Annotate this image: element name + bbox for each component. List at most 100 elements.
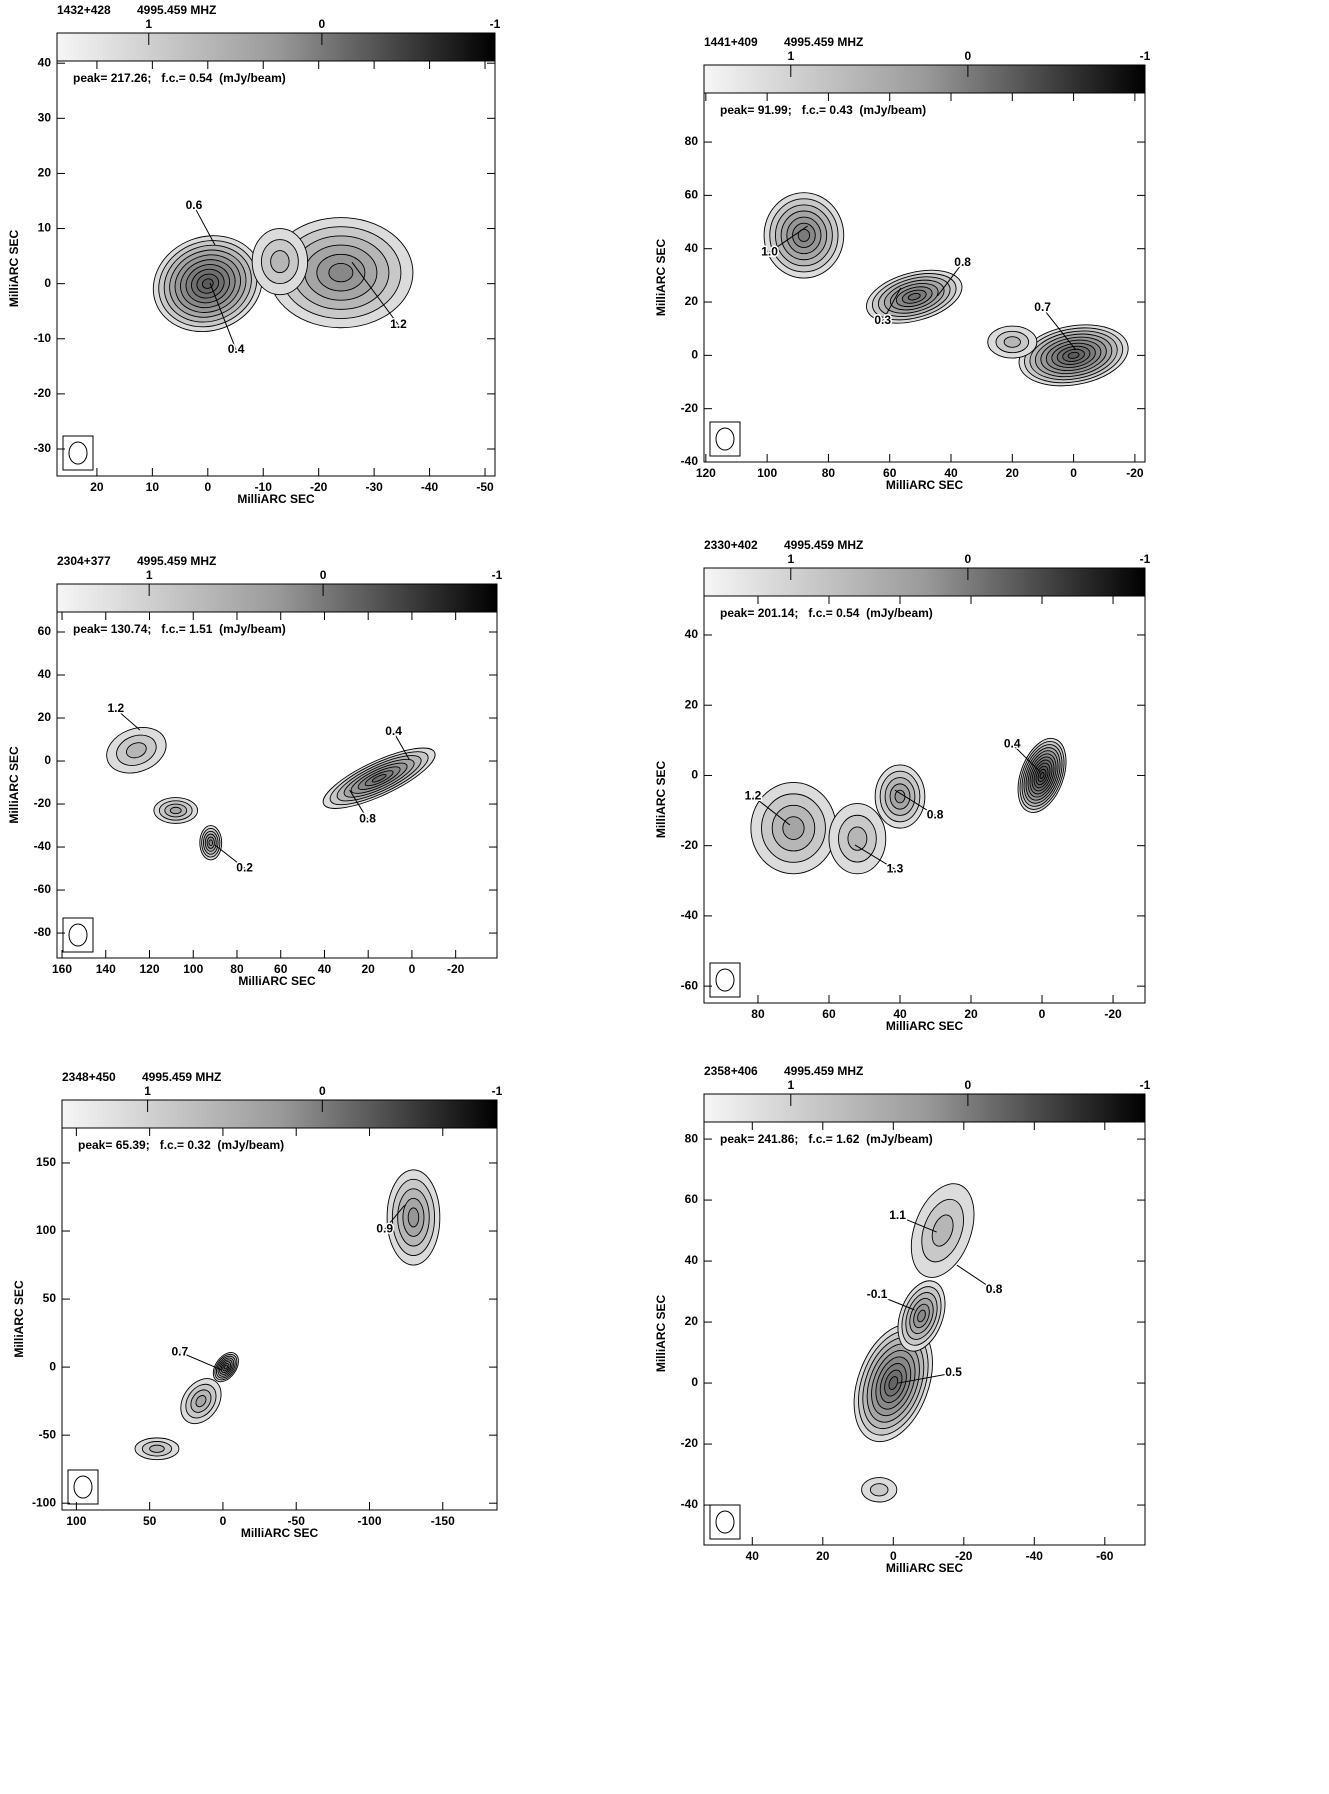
x-tick-label: 100: [757, 466, 777, 480]
y-tick-label: -60: [681, 978, 699, 992]
colorbar-tick-label: 0: [965, 49, 972, 63]
colorbar-tick-label: 1: [787, 49, 794, 63]
y-tick-label: 40: [685, 1253, 699, 1267]
note: peak= 65.39; f.c.= 0.32 (mJy/beam): [78, 1138, 284, 1152]
colorbar-tick-label: 1: [144, 1084, 151, 1098]
y-tick-label: 150: [36, 1155, 56, 1169]
component-label: 1.2: [107, 701, 124, 715]
y-tick-label: 0: [691, 1375, 698, 1389]
y-tick-label: 20: [685, 697, 699, 711]
component-label: 1.2: [390, 317, 407, 331]
map: [764, 193, 1133, 394]
map: [140, 218, 413, 347]
y-tick-label: 0: [691, 348, 698, 362]
contour: [895, 790, 905, 803]
x-tick-label: 20: [362, 962, 376, 976]
x-tick-label: 120: [696, 466, 716, 480]
x-tick-label: 20: [816, 1549, 830, 1563]
x-tick-label: 40: [746, 1549, 760, 1563]
y-tick-label: -40: [681, 454, 699, 468]
contour: [783, 817, 804, 840]
colorbar: [57, 584, 497, 612]
map: [100, 720, 442, 860]
contour: [329, 263, 353, 281]
y-tick-label: 60: [685, 188, 699, 202]
y-tick-label: 20: [38, 710, 52, 724]
x-tick-label: 100: [66, 1514, 86, 1528]
component-label: 0.3: [874, 313, 891, 327]
y-tick-label: -80: [34, 925, 52, 939]
source-name: 2358+406: [704, 1064, 758, 1078]
note: peak= 130.74; f.c.= 1.51 (mJy/beam): [73, 622, 286, 636]
x-tick-label: -50: [476, 480, 494, 494]
y-tick-label: -40: [681, 908, 699, 922]
x-tick-label: 0: [1070, 466, 1077, 480]
source-name: 1441+409: [704, 35, 758, 49]
figure: 1432+4284995.459 MHZ10-10.60.41.220100-1…: [0, 0, 1329, 1794]
beam-box: [710, 963, 740, 997]
y-tick-label: 100: [36, 1223, 56, 1237]
colorbar-tick-label: -1: [492, 1084, 503, 1098]
colorbar: [704, 65, 1145, 93]
y-tick-label: 60: [38, 624, 52, 638]
source-name: 2330+402: [704, 538, 758, 552]
x-tick-label: 100: [183, 962, 203, 976]
frame: [57, 612, 497, 958]
colorbar-tick-label: -1: [492, 568, 503, 582]
component-label: 0.8: [954, 255, 971, 269]
contour: [408, 1208, 419, 1227]
contour: [1004, 337, 1020, 348]
component-label: 0.6: [186, 198, 203, 212]
y-tick-label: 40: [38, 667, 52, 681]
y-tick-label: -50: [39, 1427, 57, 1441]
x-axis-label: MilliARC SEC: [241, 1526, 319, 1540]
component-label: 0.7: [171, 1344, 188, 1358]
panel: 1432+4284995.459 MHZ10-10.60.41.220100-1…: [7, 3, 500, 506]
y-tick-label: -20: [34, 796, 52, 810]
y-tick-label: 20: [685, 294, 699, 308]
colorbar: [704, 568, 1145, 596]
frequency: 4995.459 MHZ: [137, 3, 216, 17]
map: [839, 1175, 986, 1502]
y-axis-label: MilliARC SEC: [7, 230, 21, 308]
component-label: 0.8: [927, 807, 944, 821]
x-tick-label: 20: [964, 1007, 978, 1021]
x-tick-label: 80: [751, 1007, 765, 1021]
x-tick-label: 120: [139, 962, 159, 976]
note: peak= 241.86; f.c.= 1.62 (mJy/beam): [720, 1132, 933, 1146]
x-axis-label: MilliARC SEC: [886, 1561, 964, 1575]
y-tick-label: 0: [44, 276, 51, 290]
contour: [271, 251, 289, 273]
contour: [170, 807, 181, 813]
colorbar-tick-label: 1: [787, 552, 794, 566]
x-axis-label: MilliARC SEC: [238, 974, 316, 988]
frequency: 4995.459 MHZ: [142, 1070, 221, 1084]
y-tick-label: -20: [681, 401, 699, 415]
y-tick-label: 0: [691, 768, 698, 782]
component-label: 0.4: [385, 724, 402, 738]
x-axis-label: MilliARC SEC: [237, 492, 315, 506]
note: peak= 201.14; f.c.= 0.54 (mJy/beam): [720, 606, 933, 620]
y-tick-label: 40: [38, 55, 52, 69]
x-tick-label: -60: [1096, 1549, 1114, 1563]
beam-box: [63, 918, 93, 952]
note: peak= 91.99; f.c.= 0.43 (mJy/beam): [720, 103, 926, 117]
colorbar-tick-label: 0: [965, 552, 972, 566]
colorbar-tick-label: -1: [1140, 552, 1151, 566]
component-label: 0.5: [945, 1365, 962, 1379]
y-tick-label: 20: [38, 166, 52, 180]
colorbar-tick-label: 1: [787, 1078, 794, 1092]
y-tick-label: -40: [681, 1497, 699, 1511]
y-tick-label: -20: [34, 386, 52, 400]
panel: 2358+4064995.459 MHZ10-11.10.8-0.10.5402…: [654, 1064, 1150, 1575]
map: [135, 1170, 440, 1460]
x-tick-label: 0: [409, 962, 416, 976]
x-tick-label: 80: [822, 466, 836, 480]
y-axis-label: MilliARC SEC: [7, 746, 21, 824]
x-tick-label: -30: [365, 480, 383, 494]
y-axis-label: MilliARC SEC: [654, 239, 668, 317]
source-name: 2304+377: [57, 554, 111, 568]
contour: [150, 1445, 165, 1452]
colorbar-tick-label: 0: [319, 1084, 326, 1098]
